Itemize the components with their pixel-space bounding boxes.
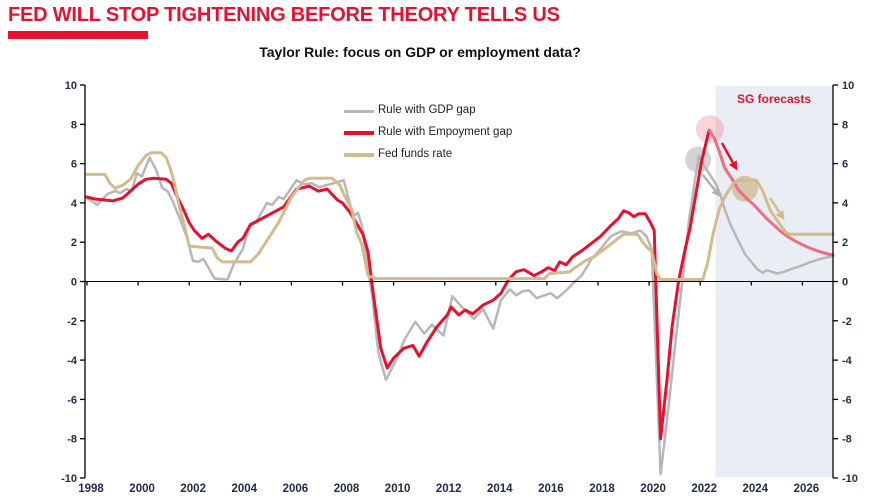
y-tick-label-left: -6 — [67, 394, 77, 406]
x-tick-label: 2022 — [691, 483, 717, 495]
x-tick-label: 2020 — [640, 483, 666, 495]
y-tick-label-right: 0 — [842, 277, 848, 289]
x-tick-label: 2010 — [385, 483, 411, 495]
fed-funds-down-arrow-head — [775, 210, 785, 220]
y-tick-label-left: 6 — [71, 159, 77, 171]
series-line-rule-with-empoyment-gap — [85, 128, 711, 441]
chart-legend: Rule with GDP gap Rule with Empoyment ga… — [344, 100, 512, 166]
y-tick-label-left: -2 — [67, 316, 77, 328]
y-tick-label-right: 8 — [842, 119, 848, 131]
employment-rule-down-arrow-head — [728, 160, 738, 171]
legend-label: Rule with Empoyment gap — [378, 126, 513, 139]
y-tick-label-right: -6 — [842, 394, 852, 406]
gdp-rule-down-arrow — [701, 174, 716, 191]
y-tick-label-right: 6 — [842, 159, 848, 171]
y-tick-label-left: 10 — [65, 80, 77, 92]
legend-label: Fed funds rate — [378, 148, 453, 161]
legend-item-fed-funds: Fed funds rate — [344, 144, 512, 166]
x-tick-label: 2008 — [334, 483, 360, 495]
y-tick-label-right: 2 — [842, 237, 848, 249]
y-tick-label-right: 10 — [842, 80, 854, 92]
y-tick-label-left: -8 — [67, 434, 77, 446]
legend-label: Rule with GDP gap — [378, 104, 476, 117]
y-tick-label-left: -4 — [67, 355, 78, 367]
series-line-rule-with-gdp-gap — [85, 154, 835, 476]
y-tick-label-left: 2 — [71, 237, 77, 249]
x-tick-label: 2002 — [180, 483, 206, 495]
x-tick-label: 1998 — [78, 483, 104, 495]
fed-funds-down-arrow — [768, 197, 781, 214]
y-tick-label-right: -2 — [842, 316, 852, 328]
x-tick-label: 2018 — [589, 483, 615, 495]
employment-rule-down-arrow — [720, 142, 734, 164]
x-tick-label: 2024 — [743, 483, 769, 495]
gdp-gap-line-swatch — [344, 109, 374, 113]
x-tick-label: 2012 — [436, 483, 462, 495]
page-title: FED WILL STOP TIGHTENING BEFORE THEORY T… — [8, 4, 560, 26]
chart-subtitle: Taylor Rule: focus on GDP or employment … — [259, 44, 581, 60]
fed-funds-peak-highlight — [731, 175, 758, 202]
y-tick-label-right: -10 — [842, 473, 858, 485]
legend-item-gdp-gap: Rule with GDP gap — [344, 100, 512, 122]
legend-item-employment-gap: Rule with Empoyment gap — [344, 122, 512, 144]
gdp-rule-down-arrow-head — [711, 187, 721, 198]
x-tick-label: 2004 — [232, 483, 258, 495]
y-tick-label-right: -8 — [842, 434, 852, 446]
y-tick-label-left: -10 — [61, 473, 77, 485]
x-tick-label: 2000 — [129, 483, 155, 495]
employment-gap-line-swatch — [344, 131, 374, 135]
y-tick-label-left: 4 — [71, 198, 78, 210]
x-tick-label: 2014 — [487, 483, 513, 495]
x-tick-label: 2006 — [283, 483, 309, 495]
sg-forecasts-label: SG forecasts — [736, 92, 812, 106]
series-line-fed-funds-rate — [85, 151, 835, 281]
x-tick-label: 2016 — [538, 483, 564, 495]
x-tick-label: 2026 — [794, 483, 820, 495]
series-line-forecast-rule-with-empoyment-gap — [707, 128, 835, 257]
y-tick-label-right: 4 — [842, 198, 849, 210]
y-tick-label-left: 0 — [71, 277, 77, 289]
title-underline-bar — [8, 31, 148, 39]
fed-funds-line-swatch — [344, 153, 374, 157]
y-tick-label-left: 8 — [71, 119, 77, 131]
y-tick-label-right: -4 — [842, 355, 853, 367]
